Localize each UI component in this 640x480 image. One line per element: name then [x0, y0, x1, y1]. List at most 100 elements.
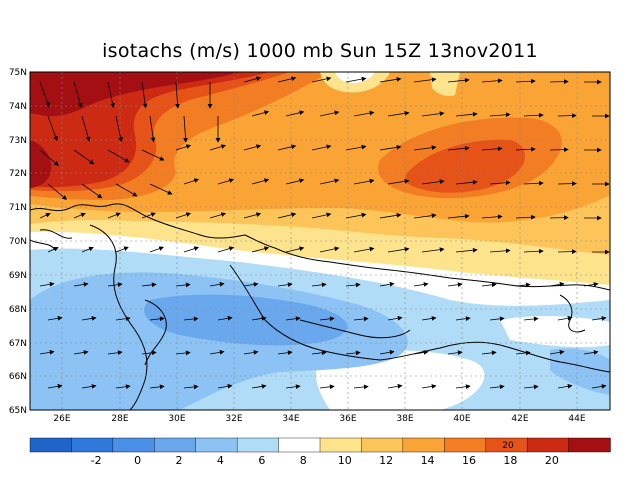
wind-arrow	[243, 350, 259, 355]
wind-arrow	[379, 76, 402, 83]
wind-arrow	[345, 144, 367, 151]
wind-arrow	[149, 115, 156, 143]
wind-arrow	[277, 212, 297, 219]
wind-arrow	[81, 115, 91, 142]
wind-arrow	[447, 77, 470, 83]
wind-arrow	[345, 76, 367, 83]
colorbar-tick: 16	[462, 454, 476, 467]
wind-arrow	[353, 316, 369, 322]
wind-arrow	[183, 316, 199, 322]
wind-arrow	[39, 212, 51, 219]
wind-arrow	[515, 146, 536, 152]
wind-arrow	[489, 316, 505, 322]
map-frame	[29, 71, 611, 411]
colorbar-tick: 0	[134, 454, 141, 467]
colorbar-swatch	[568, 437, 611, 453]
wind-arrow	[175, 350, 191, 356]
wind-arrow	[47, 183, 68, 200]
wind-arrow	[39, 81, 50, 108]
colorbar-tick: 20	[545, 454, 559, 467]
wind-arrow	[73, 212, 86, 219]
wind-arrow	[591, 384, 607, 389]
wind-arrow	[209, 144, 227, 151]
wind-arrow	[421, 179, 445, 185]
wind-arrow	[175, 212, 192, 219]
colorbar-tick: 14	[421, 454, 435, 467]
colorbar-swatch	[361, 437, 404, 453]
wind-arrow	[557, 315, 573, 321]
longitude-label: 42E	[511, 414, 528, 424]
colorbar-swatch	[236, 437, 280, 453]
wind-arrow	[175, 282, 191, 288]
wind-arrow	[353, 178, 375, 185]
latitude-label: 66N	[9, 372, 27, 382]
wind-arrow	[285, 384, 301, 390]
latitude-label: 69N	[9, 271, 27, 281]
colorbar-swatch	[29, 437, 73, 453]
wind-arrow	[379, 349, 395, 355]
wind-arrow	[413, 77, 437, 83]
wind-arrow	[81, 316, 97, 321]
wind-arrow	[107, 212, 121, 219]
wind-arrow	[523, 384, 539, 390]
wind-arrow	[549, 349, 565, 355]
wind-arrow	[217, 315, 233, 321]
wind-arrow	[39, 349, 55, 355]
wind-arrow	[413, 350, 429, 355]
wind-arrow	[107, 81, 115, 109]
latitude-label: 73N	[9, 136, 27, 146]
wind-arrow	[353, 110, 375, 117]
wind-arrow	[251, 316, 267, 321]
wind-arrow	[387, 110, 410, 117]
colorbar-swatch	[444, 437, 487, 453]
wind-arrow	[39, 281, 55, 287]
wind-arrow	[243, 144, 262, 151]
band-20-plus	[30, 72, 240, 117]
wind-arrow	[141, 282, 157, 288]
wind-arrow	[447, 282, 463, 288]
wind-arrow	[489, 112, 511, 118]
longitude-label: 36E	[339, 414, 356, 424]
wind-arrow	[149, 316, 165, 322]
wind-arrow	[311, 282, 327, 288]
wind-arrow	[217, 383, 233, 389]
band-16-18-east	[405, 139, 525, 193]
wind-arrow	[73, 149, 95, 165]
wind-arrow	[141, 350, 157, 356]
wind-arrow	[183, 384, 199, 390]
wind-arrow	[209, 281, 225, 287]
wind-arrow	[549, 79, 569, 85]
wind-arrow	[557, 249, 577, 255]
wind-arrow	[387, 246, 410, 253]
wind-arrow	[583, 350, 599, 355]
wind-arrow	[481, 350, 497, 356]
latitude-labels: 75N 74N 73N 72N 71N 70N 69N 68N 67N 66N 65N	[9, 68, 27, 416]
colorbar-swatch	[278, 437, 321, 453]
wind-arrow	[345, 350, 361, 356]
wind-arrow	[557, 113, 577, 119]
wind-arrow	[481, 78, 503, 84]
wind-arrow	[319, 246, 340, 253]
wind-arrow	[251, 246, 270, 253]
wind-arrow	[107, 282, 123, 288]
band-20-plus-west	[30, 140, 52, 188]
wind-arrow	[515, 214, 536, 220]
wind-arrow	[115, 384, 131, 390]
colorbar	[29, 437, 611, 453]
colorbar-swatch	[71, 437, 114, 453]
wind-arrow	[115, 183, 138, 197]
longitude-label: 32E	[225, 414, 242, 424]
colorbar-swatch	[112, 437, 155, 453]
latitude-label: 65N	[9, 406, 27, 416]
wind-arrow	[379, 144, 402, 151]
wind-arrow	[319, 316, 335, 322]
wind-arrow	[243, 282, 259, 287]
wind-arrow	[311, 76, 332, 83]
wind-arrow	[557, 383, 573, 389]
wind-arrow	[319, 178, 340, 185]
wind-arrow	[183, 178, 200, 185]
colorbar-tick-labels: -2 0 2 4 6 8 10 12 14 16 18 20	[91, 454, 559, 467]
wind-arrow	[447, 350, 463, 356]
wind-arrow	[277, 350, 293, 356]
wind-arrow	[489, 248, 511, 254]
